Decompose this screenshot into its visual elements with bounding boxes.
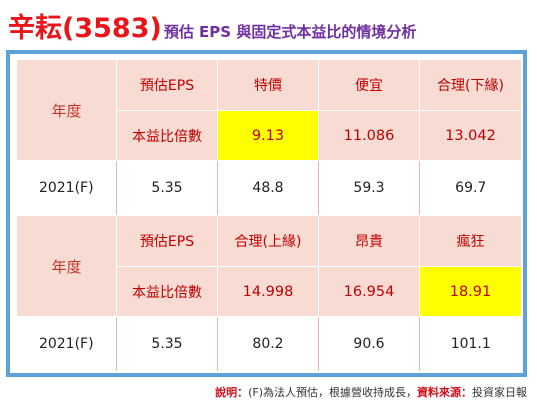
- valuation-table: 年度 預估EPS 特價 便宜 合理(下緣) 本益比倍數 9.13 11.086 …: [16, 59, 522, 372]
- data-cell: 59.3: [318, 160, 420, 216]
- header-cell: 特價: [217, 59, 319, 111]
- pe-label: 本益比倍數: [116, 110, 218, 161]
- table2-data-row: 2021(F) 5.35 80.2 90.6 101.1: [16, 316, 522, 372]
- page-title: 辛耘(3583) 預估 EPS 與固定式本益比的情境分析: [8, 6, 416, 46]
- header-cell: 便宜: [318, 59, 420, 111]
- data-cell: 5.35: [116, 160, 218, 216]
- source-label: 資料來源：: [417, 386, 472, 399]
- source-text: 投資家日報: [472, 386, 527, 399]
- pe-value: 16.954: [318, 266, 420, 317]
- pe-value: 14.998: [217, 266, 319, 317]
- pe-value: 13.042: [419, 110, 522, 161]
- year-label: 年度: [16, 59, 117, 161]
- table2-header-row: 年度 預估EPS 合理(上緣) 昂貴 瘋狂: [16, 215, 522, 317]
- header-cell: 預估EPS: [116, 59, 218, 111]
- note-label: 說明：: [215, 386, 249, 399]
- table-frame: 年度 預估EPS 特價 便宜 合理(下緣) 本益比倍數 9.13 11.086 …: [6, 50, 527, 377]
- header-cell: 預估EPS: [116, 215, 218, 267]
- subtitle: 預估 EPS 與固定式本益比的情境分析: [163, 23, 417, 41]
- header-cell: 合理(上緣): [217, 215, 319, 267]
- data-cell: 69.7: [419, 160, 522, 216]
- table2-pe-row: 本益比倍數 14.998 16.954 18.91: [17, 266, 522, 317]
- header-cell: 合理(下緣): [419, 59, 522, 111]
- header-cell: 昂貴: [318, 215, 420, 267]
- pe-label: 本益比倍數: [116, 266, 218, 317]
- company-title: 辛耘(3583): [8, 13, 162, 44]
- year-label: 年度: [16, 215, 117, 317]
- data-cell: 90.6: [318, 316, 420, 372]
- data-cell: 101.1: [419, 316, 522, 372]
- table1-data-row: 2021(F) 5.35 48.8 59.3 69.7: [16, 160, 522, 216]
- data-cell: 80.2: [217, 316, 319, 372]
- data-cell: 2021(F): [16, 160, 117, 216]
- header-cell: 瘋狂: [419, 215, 522, 267]
- data-cell: 2021(F): [16, 316, 117, 372]
- footer-note: 說明：(F)為法人預估，根據營收持成長，資料來源：投資家日報: [215, 384, 527, 400]
- pe-value-highlighted: 18.91: [419, 266, 522, 317]
- data-cell: 48.8: [217, 160, 319, 216]
- note-text: (F)為法人預估，根據營收持成長，: [248, 386, 417, 399]
- pe-value: 11.086: [318, 110, 420, 161]
- table1-header-row: 年度 預估EPS 特價 便宜 合理(下緣): [16, 59, 522, 161]
- pe-value-highlighted: 9.13: [217, 110, 319, 161]
- table1-pe-row: 本益比倍數 9.13 11.086 13.042: [17, 110, 522, 161]
- data-cell: 5.35: [116, 316, 218, 372]
